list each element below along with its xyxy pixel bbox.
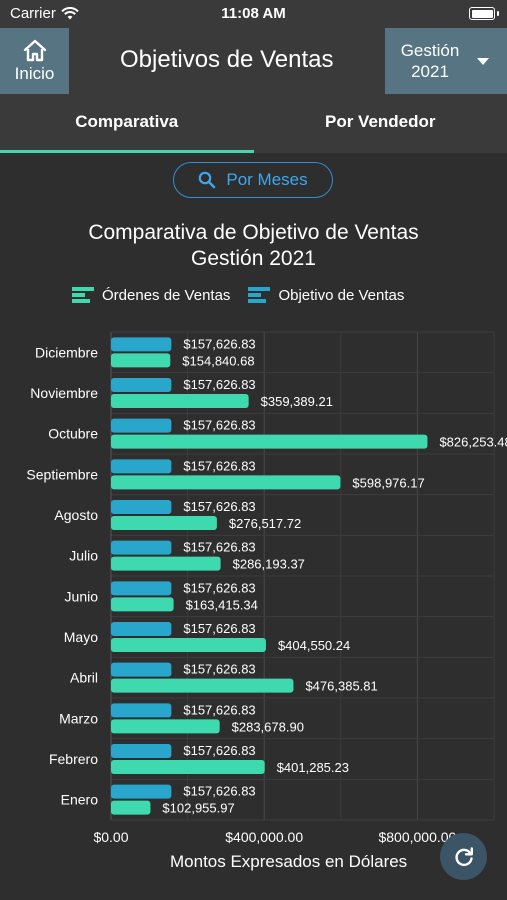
clock: 11:08 AM bbox=[221, 5, 286, 22]
bar-objetivo bbox=[111, 418, 172, 433]
tab-bar: Comparativa Por Vendedor bbox=[0, 94, 507, 153]
category-label: Junio bbox=[65, 588, 99, 604]
bar-objetivo bbox=[111, 581, 172, 596]
category-label: Septiembre bbox=[26, 466, 98, 482]
data-label-ordenes: $276,517.72 bbox=[229, 516, 301, 531]
data-label-objetivo: $157,626.83 bbox=[183, 662, 255, 677]
home-button[interactable]: Inicio bbox=[0, 28, 69, 94]
legend-label-ordenes: Órdenes de Ventas bbox=[102, 286, 231, 304]
gestion-selector[interactable]: Gestión 2021 bbox=[385, 28, 507, 94]
gestion-label-line1: Gestión bbox=[400, 41, 460, 60]
carrier-group: Carrier bbox=[10, 5, 79, 22]
legend-swatch-objetivo-icon bbox=[248, 287, 271, 303]
legend-swatch-ordenes-icon bbox=[72, 287, 94, 303]
category-label: Noviembre bbox=[30, 385, 98, 401]
chart-legend: Órdenes de Ventas Objetivo de Ventas bbox=[72, 286, 422, 304]
bar-objetivo bbox=[111, 540, 172, 555]
bar-objetivo bbox=[111, 703, 172, 718]
x-tick-label: $400,000.00 bbox=[225, 829, 303, 845]
por-meses-label: Por Meses bbox=[226, 170, 308, 189]
status-bar: Carrier 11:08 AM bbox=[0, 0, 507, 28]
data-label-ordenes: $286,193.37 bbox=[233, 557, 305, 572]
bar-ordenes bbox=[111, 800, 151, 815]
page-title: Objetivos de Ventas bbox=[120, 46, 334, 73]
data-label-ordenes: $283,678.90 bbox=[232, 719, 304, 734]
battery-icon bbox=[469, 7, 499, 20]
category-label: Diciembre bbox=[35, 344, 98, 360]
category-label: Julio bbox=[69, 548, 98, 564]
chart-title: Comparativa de Objetivo de Ventas bbox=[88, 221, 419, 244]
data-label-ordenes: $401,285.23 bbox=[277, 760, 349, 775]
bar-objetivo bbox=[111, 744, 172, 758]
bar-ordenes bbox=[111, 719, 220, 734]
carrier-label: Carrier bbox=[10, 5, 56, 22]
data-label-objetivo: $157,626.83 bbox=[183, 743, 255, 758]
data-label-ordenes: $598,976.17 bbox=[352, 475, 424, 490]
data-label-ordenes: $404,550.24 bbox=[278, 638, 350, 653]
bar-objetivo bbox=[111, 784, 172, 799]
por-meses-button[interactable]: Por Meses bbox=[173, 162, 333, 198]
data-label-objetivo: $157,626.83 bbox=[183, 784, 255, 799]
category-label: Agosto bbox=[54, 507, 98, 523]
data-label-objetivo: $157,626.83 bbox=[183, 336, 255, 351]
chevron-down-icon bbox=[477, 57, 489, 65]
bar-ordenes bbox=[111, 394, 249, 408]
x-axis-title: Montos Expresados en Dólares bbox=[170, 852, 408, 871]
data-label-objetivo: $157,626.83 bbox=[183, 540, 255, 555]
bar-ordenes bbox=[111, 556, 221, 571]
chart-title-block: Comparativa de Objetivo de Ventas Gestió… bbox=[0, 220, 507, 272]
tab-por-vendedor[interactable]: Por Vendedor bbox=[324, 112, 436, 131]
bar-ordenes bbox=[111, 434, 428, 449]
legend-label-objetivo: Objetivo de Ventas bbox=[278, 286, 405, 304]
wifi-icon bbox=[61, 7, 79, 20]
bar-ordenes bbox=[111, 678, 294, 693]
gestion-label-year: 2021 bbox=[411, 62, 449, 81]
category-label: Marzo bbox=[59, 710, 98, 726]
category-label: Octubre bbox=[48, 426, 98, 442]
data-label-objetivo: $157,626.83 bbox=[183, 418, 255, 433]
data-label-ordenes: $102,955.97 bbox=[162, 801, 234, 816]
category-label: Febrero bbox=[49, 751, 98, 767]
tab-comparativa[interactable]: Comparativa bbox=[0, 94, 254, 153]
x-tick-label: $800,000.00 bbox=[378, 829, 456, 845]
bar-chart: Diciembre $157,626.83 $154,840.68 Noviembre… bbox=[26, 331, 507, 845]
data-label-objetivo: $157,626.83 bbox=[183, 702, 255, 717]
bar-objetivo bbox=[111, 378, 172, 392]
data-label-objetivo: $157,626.83 bbox=[183, 458, 255, 473]
category-label: Enero bbox=[61, 792, 99, 808]
legend-item-objetivo[interactable]: Objetivo de Ventas bbox=[248, 286, 404, 304]
chart-subtitle: Gestión 2021 bbox=[191, 247, 316, 270]
data-label-ordenes: $826,253.48 bbox=[439, 435, 507, 450]
data-label-objetivo: $157,626.83 bbox=[183, 499, 255, 514]
refresh-button[interactable] bbox=[440, 833, 487, 880]
data-label-ordenes: $476,385.81 bbox=[305, 679, 377, 694]
data-label-ordenes: $359,389.21 bbox=[261, 394, 333, 409]
home-icon bbox=[23, 39, 46, 62]
bar-ordenes bbox=[111, 516, 217, 530]
bar-objetivo bbox=[111, 622, 172, 636]
data-label-ordenes: $154,840.68 bbox=[182, 353, 254, 368]
bar-objetivo bbox=[111, 500, 172, 514]
bar-objetivo bbox=[111, 662, 172, 677]
search-icon bbox=[199, 171, 216, 189]
gestion-label: Gestión 2021 bbox=[385, 40, 475, 82]
category-label: Mayo bbox=[64, 629, 98, 645]
legend-item-ordenes[interactable]: Órdenes de Ventas bbox=[72, 286, 230, 304]
data-label-objetivo: $157,626.83 bbox=[183, 580, 255, 595]
bar-ordenes bbox=[111, 597, 174, 612]
bar-ordenes bbox=[111, 638, 266, 652]
bar-ordenes bbox=[111, 353, 171, 368]
x-tick-label: $0.00 bbox=[93, 829, 128, 845]
bar-ordenes bbox=[111, 475, 341, 490]
bar-objetivo bbox=[111, 337, 172, 352]
data-label-objetivo: $157,626.83 bbox=[183, 377, 255, 392]
bar-ordenes bbox=[111, 760, 265, 774]
data-label-ordenes: $163,415.34 bbox=[186, 597, 258, 612]
refresh-icon bbox=[454, 846, 473, 866]
app-header: Inicio Objetivos de Ventas Gestión 2021 bbox=[0, 28, 507, 94]
data-label-objetivo: $157,626.83 bbox=[183, 621, 255, 636]
category-label: Abril bbox=[70, 670, 98, 686]
home-label: Inicio bbox=[14, 64, 55, 83]
bar-objetivo bbox=[111, 459, 172, 474]
